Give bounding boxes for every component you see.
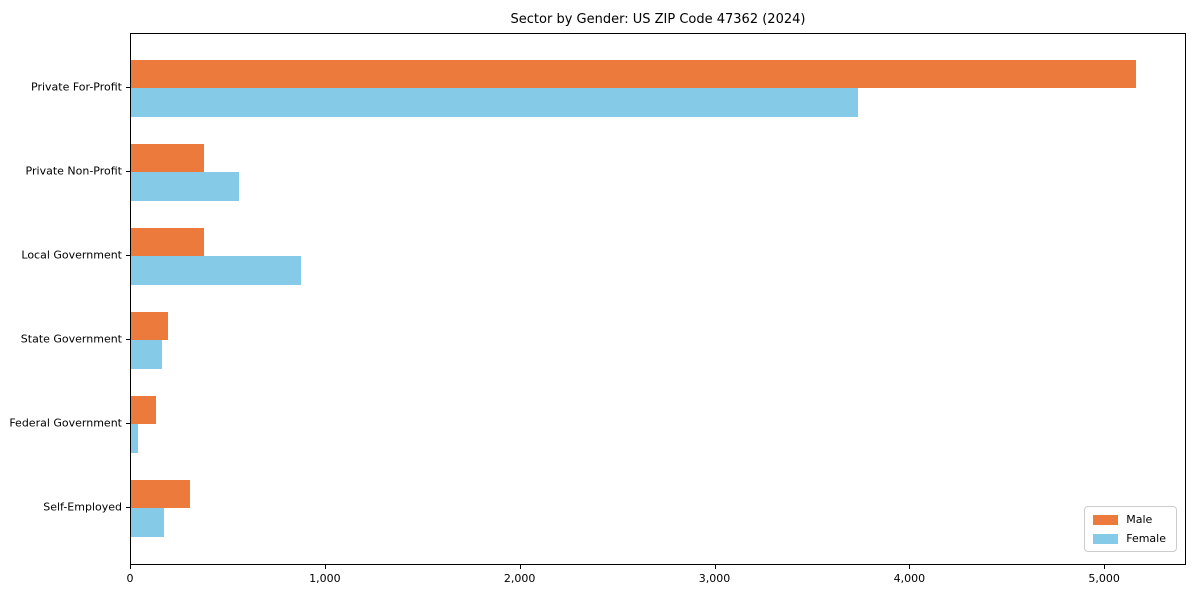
x-tick-label: 2,000	[503, 572, 536, 585]
bar-male-private-for-profit	[131, 59, 1137, 88]
x-tick-label: 1,000	[309, 572, 341, 585]
plot-area: Male Female	[130, 33, 1186, 565]
y-tick-label: Federal Government	[9, 416, 122, 430]
bar-female-private-non-profit	[131, 172, 240, 201]
x-tick-mark	[1104, 565, 1106, 569]
bar-male-self-employed	[131, 479, 191, 508]
y-tick-mark	[126, 339, 130, 340]
y-tick-mark	[126, 255, 130, 256]
x-tick-mark	[324, 565, 326, 569]
legend-swatch-female	[1093, 533, 1119, 544]
x-tick-label: 0	[126, 572, 134, 585]
y-tick-mark	[126, 87, 130, 88]
y-tick-mark	[126, 423, 130, 424]
bar-female-self-employed	[131, 508, 164, 537]
y-tick-label: Private Non-Profit	[25, 164, 122, 178]
chart-title: Sector by Gender: US ZIP Code 47362 (202…	[510, 12, 806, 27]
y-tick-label: State Government	[20, 332, 122, 346]
bar-male-local-government	[131, 227, 204, 256]
bar-female-private-for-profit	[131, 88, 858, 117]
legend-swatch-male	[1093, 514, 1119, 525]
y-tick-label: Self-Employed	[43, 500, 122, 514]
legend-label: Male	[1126, 513, 1153, 526]
y-tick-mark	[126, 507, 130, 508]
legend-label: Female	[1126, 532, 1166, 545]
y-tick-label: Local Government	[21, 248, 122, 262]
x-tick-label: 3,000	[698, 572, 731, 585]
x-tick-label: 5,000	[1088, 572, 1120, 585]
legend-entry-female: Female	[1093, 532, 1166, 545]
bar-male-federal-government	[131, 395, 157, 424]
bar-female-federal-government	[131, 424, 138, 453]
x-tick-mark	[519, 565, 521, 569]
bar-male-private-non-profit	[131, 143, 205, 172]
x-tick-label: 4,000	[893, 572, 926, 585]
x-tick-mark	[909, 565, 911, 569]
bar-female-local-government	[131, 256, 302, 285]
bar-female-state-government	[131, 340, 162, 369]
y-tick-label: Private For-Profit	[31, 80, 122, 94]
legend-entry-male: Male	[1093, 513, 1166, 526]
y-tick-mark	[126, 171, 130, 172]
x-tick-mark	[130, 565, 131, 569]
legend: Male Female	[1084, 506, 1177, 552]
bar-male-state-government	[131, 311, 169, 340]
x-tick-mark	[714, 565, 716, 569]
